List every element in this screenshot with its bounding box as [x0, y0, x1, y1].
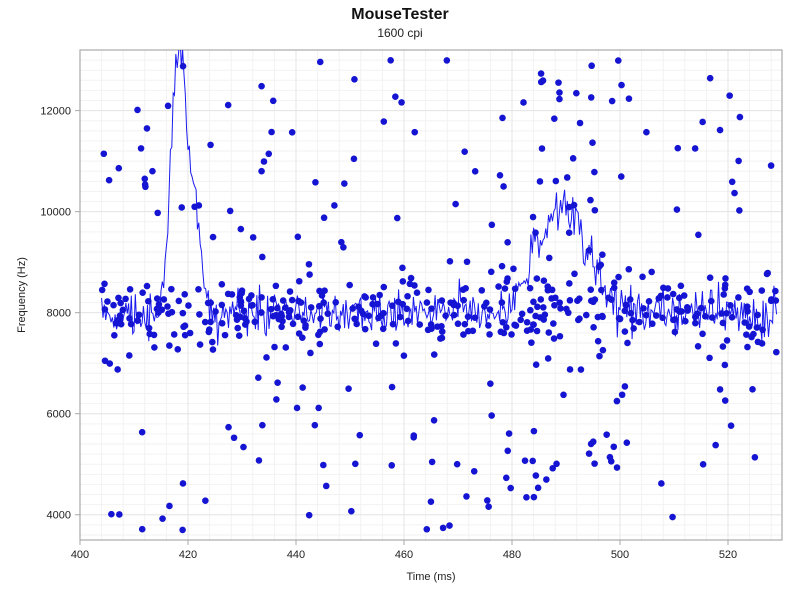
chart-title: MouseTester [0, 0, 800, 24]
svg-text:6000: 6000 [47, 409, 71, 421]
x-axis-label: Time (ms) [406, 571, 455, 583]
y-axis-label: Frequency (Hz) [16, 257, 28, 333]
svg-text:8000: 8000 [47, 308, 71, 320]
svg-text:480: 480 [503, 549, 521, 561]
svg-text:420: 420 [179, 549, 197, 561]
scatter-chart: 400 420 440 460 480 500 520 4000 6000 8000 10000 12… [0, 40, 800, 595]
svg-text:4000: 4000 [47, 510, 71, 522]
svg-text:500: 500 [611, 549, 629, 561]
svg-text:400: 400 [71, 549, 89, 561]
svg-text:10000: 10000 [40, 207, 71, 219]
chart-container: MouseTester 1600 cpi 400 420 440 460 480 500 5… [0, 0, 800, 600]
svg-text:12000: 12000 [40, 106, 71, 118]
svg-text:460: 460 [395, 549, 413, 561]
svg-text:520: 520 [719, 549, 737, 561]
chart-subtitle: 1600 cpi [0, 24, 800, 40]
svg-text:440: 440 [287, 549, 305, 561]
